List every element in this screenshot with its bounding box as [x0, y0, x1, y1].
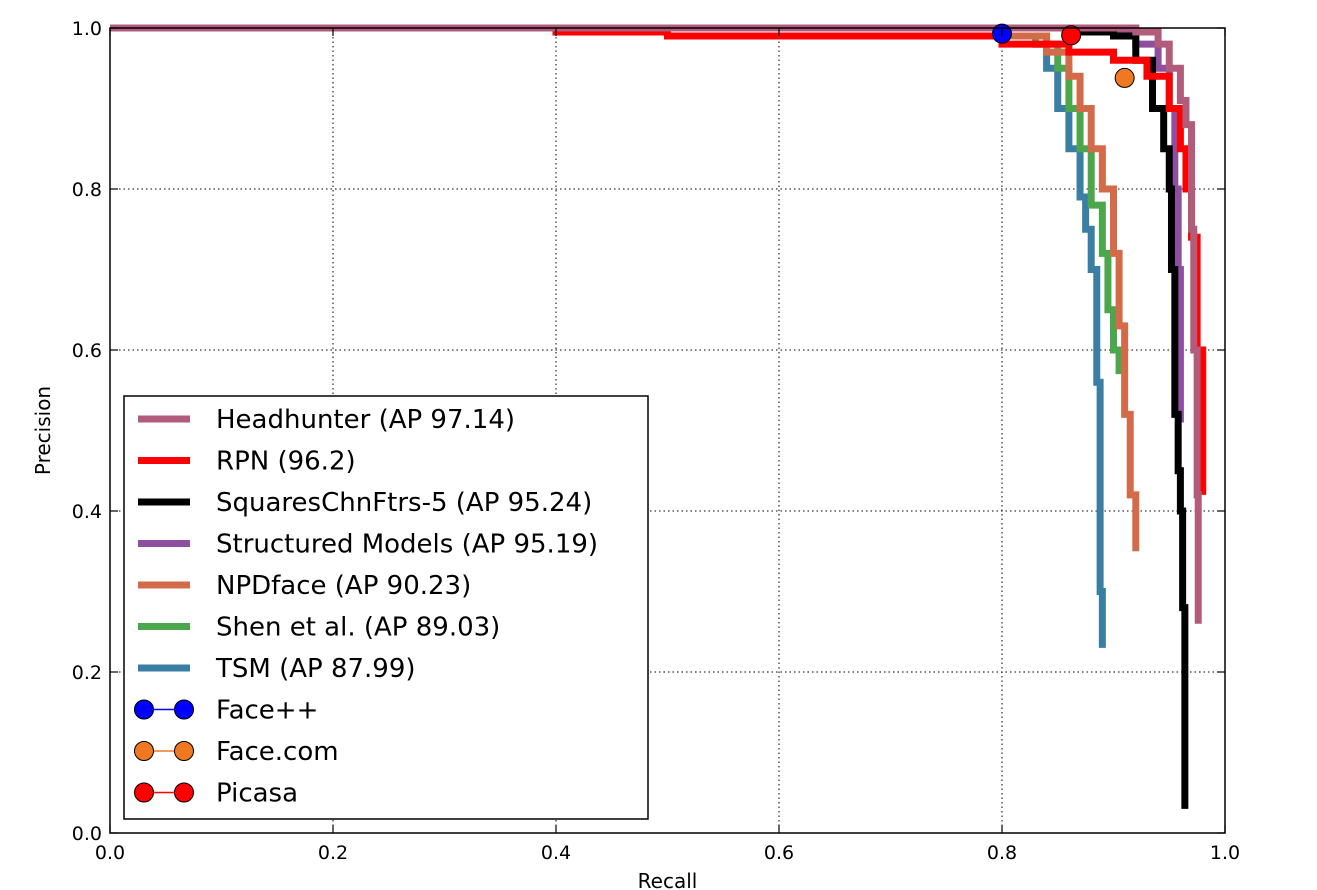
y-tick-label: 0.2 — [72, 662, 102, 684]
y-tick-label: 0.8 — [72, 179, 102, 201]
y-tick-label: 1.0 — [72, 18, 102, 40]
legend-marker — [174, 782, 194, 803]
y-tick-label: 0.4 — [72, 501, 102, 523]
x-tick-label: 0.2 — [318, 842, 348, 864]
legend-marker — [134, 741, 154, 761]
series-line — [110, 24, 1184, 423]
legend-marker — [134, 782, 154, 803]
legend-entry: Structured Models (AP 95.19) — [216, 530, 598, 560]
legend-entry: Headhunter (AP 97.14) — [216, 405, 515, 435]
legend-box — [123, 395, 649, 820]
data-point — [1114, 67, 1135, 88]
y-tick-label: 0.6 — [72, 340, 102, 362]
series-line — [110, 24, 1202, 624]
x-tick-label: 0.0 — [95, 842, 125, 864]
x-tick-label: 1.0 — [1210, 842, 1240, 864]
legend-marker — [134, 699, 154, 720]
legend-marker — [174, 741, 194, 761]
legend: Headhunter (AP 97.14) RPN (96.2) SquaresCh… — [123, 395, 649, 820]
legend-entry: Shen et al. (AP 89.03) — [216, 613, 500, 643]
legend-entry: SquaresChnFtrs-5 (AP 95.24) — [216, 488, 592, 518]
legend-marker — [174, 699, 194, 720]
legend-entry: TSM (AP 87.99) — [215, 654, 416, 684]
x-tick-label: 0.4 — [541, 842, 571, 864]
plot-frame — [109, 27, 1226, 834]
axis-ticks: 0.0 0.2 0.4 0.6 0.8 1.0 0.0 0.2 0.4 0.6 0.8 1.0 — [72, 18, 1240, 864]
series-layer — [110, 24, 1207, 809]
x-tick-label: 0.8 — [987, 842, 1017, 864]
data-point — [1061, 25, 1082, 46]
legend-entry: Face.com — [216, 737, 339, 767]
legend-entry: NPDface (AP 90.23) — [216, 571, 471, 601]
x-axis-label: Recall — [638, 869, 698, 890]
series-line — [110, 24, 1123, 375]
legend-entry: Picasa — [216, 779, 298, 809]
y-axis-label: Precision — [31, 386, 55, 475]
legend-entry: RPN (96.2) — [216, 447, 356, 477]
x-tick-label: 0.6 — [764, 842, 794, 864]
series-line — [110, 24, 1189, 809]
y-tick-label: 0.0 — [72, 823, 102, 845]
legend-entry: Face++ — [216, 696, 318, 726]
